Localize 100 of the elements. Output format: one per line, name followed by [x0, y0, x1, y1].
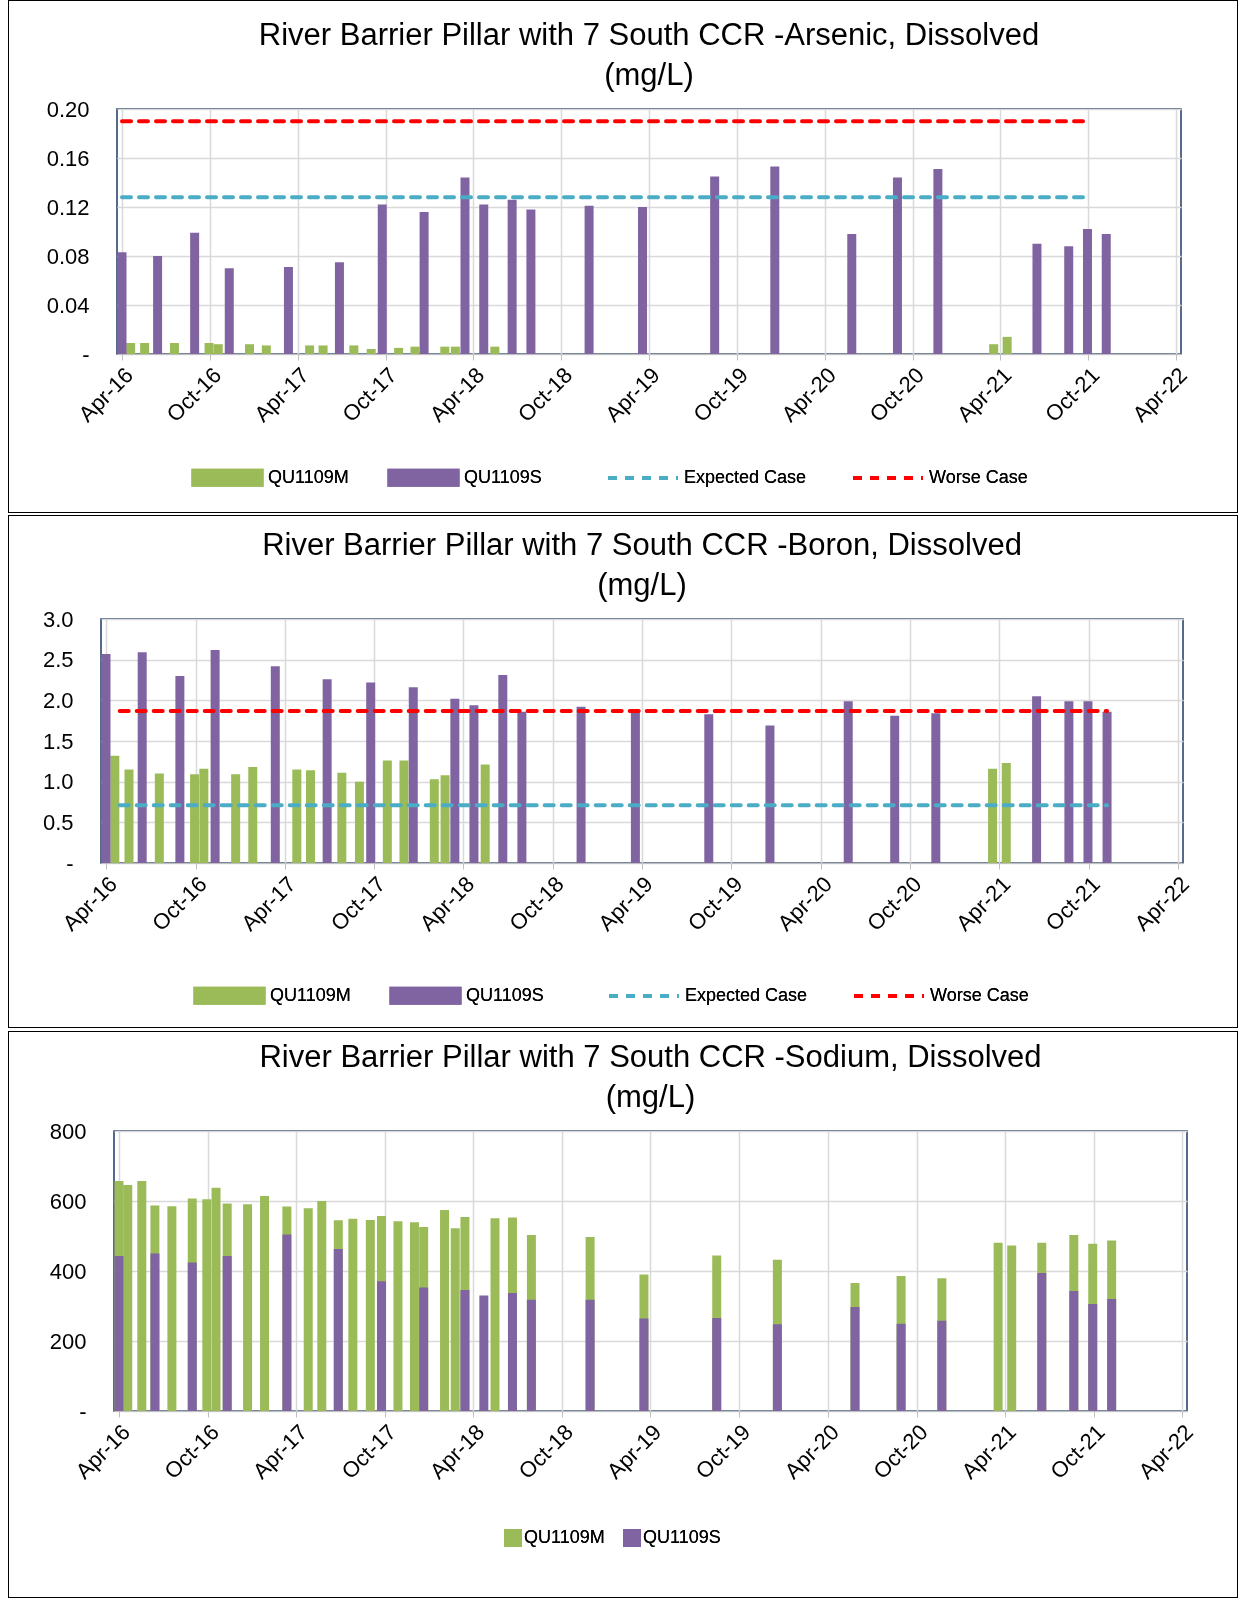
bar	[490, 1218, 500, 1411]
bar	[169, 342, 179, 354]
bar	[440, 346, 450, 354]
bar	[639, 1318, 649, 1411]
bar	[517, 711, 527, 863]
y-tick-label: 600	[49, 1188, 87, 1214]
bar	[419, 1287, 429, 1411]
legend-label: Worse Case	[929, 467, 1028, 487]
bar	[1101, 233, 1111, 354]
y-tick-label: 0.08	[46, 243, 90, 269]
bar	[890, 715, 900, 863]
bar	[305, 345, 315, 354]
bar	[137, 652, 147, 863]
bar	[498, 675, 508, 863]
bar	[317, 1201, 327, 1411]
bar	[292, 769, 302, 863]
chart-title: River Barrier Pillar with 7 South CCR -Arsenic, Dissolved (mg/L)	[258, 17, 1040, 92]
bar	[1069, 1290, 1079, 1411]
bar	[1102, 711, 1112, 863]
y-tick-label: -	[82, 341, 90, 367]
bar	[993, 1242, 1003, 1411]
bar	[349, 345, 359, 354]
y-tick-label: 1.5	[42, 728, 74, 754]
bar	[507, 1293, 517, 1411]
bar	[318, 345, 328, 354]
bar	[429, 779, 439, 863]
y-tick-label: 2.0	[42, 687, 74, 713]
bar	[210, 649, 220, 863]
bar	[419, 211, 429, 354]
chart-title: River Barrier Pillar with 7 South CCR -Sodium, Dissolved (mg/L)	[259, 1039, 1042, 1114]
bar	[140, 342, 150, 354]
y-tick-label: 200	[49, 1328, 87, 1354]
bar	[117, 252, 127, 354]
bar	[843, 701, 853, 863]
bar	[150, 1253, 160, 1411]
bar	[933, 169, 943, 354]
bar	[710, 176, 720, 354]
bar	[175, 675, 185, 863]
chart-title: River Barrier Pillar with 7 South CCR -Boron, Dissolved (mg/L)	[262, 527, 1022, 602]
y-tick-label: 0.20	[46, 96, 90, 122]
bar	[440, 1210, 450, 1411]
y-tick-label: -	[79, 1398, 87, 1424]
bar	[187, 1262, 197, 1411]
bar	[1037, 1273, 1047, 1411]
bar	[1088, 1303, 1098, 1411]
y-tick-label: 400	[49, 1258, 87, 1284]
bar	[394, 347, 404, 354]
bar	[261, 345, 271, 354]
bar	[408, 687, 418, 863]
legend-label: QU1109S	[643, 1527, 721, 1547]
bar	[490, 346, 500, 354]
bar	[630, 710, 640, 863]
bar	[365, 1219, 375, 1411]
bar	[366, 349, 376, 354]
bar	[153, 256, 163, 354]
bar	[393, 1221, 403, 1411]
y-tick-label: -	[66, 850, 74, 876]
bar	[770, 166, 780, 354]
bar	[584, 205, 594, 354]
bar	[306, 770, 316, 863]
bar	[526, 209, 536, 354]
bar	[1064, 246, 1074, 354]
bar	[244, 344, 254, 354]
bar	[772, 1324, 782, 1411]
legend-label: QU1109S	[466, 984, 544, 1005]
bar	[260, 1196, 270, 1411]
bar	[1083, 701, 1093, 863]
bar	[576, 706, 586, 863]
legend-label: Expected Case	[685, 985, 808, 1005]
bar	[989, 344, 999, 354]
bar	[450, 698, 460, 863]
bar	[243, 1204, 253, 1411]
bar	[712, 1317, 722, 1411]
bar	[931, 713, 941, 863]
bar	[270, 666, 280, 863]
bar	[440, 775, 450, 863]
y-tick-label: 1.0	[42, 769, 74, 795]
bar	[101, 653, 111, 863]
bar	[283, 267, 293, 354]
y-tick-label: 0.5	[42, 809, 74, 835]
bar	[190, 232, 200, 354]
bar	[460, 1289, 470, 1411]
bar	[167, 1206, 177, 1411]
bar	[124, 769, 134, 863]
bar	[222, 1255, 232, 1411]
bar	[469, 705, 479, 863]
bar	[154, 773, 164, 863]
legend-label: QU1109S	[464, 466, 542, 487]
legend-label: Worse Case	[930, 985, 1029, 1005]
bar	[460, 177, 470, 354]
bar	[377, 204, 387, 354]
bar	[507, 199, 517, 354]
bar	[137, 1181, 147, 1411]
bar	[114, 1255, 124, 1411]
bar	[847, 233, 857, 354]
y-tick-label: 0.16	[46, 145, 90, 171]
bar	[1107, 1299, 1117, 1411]
bar	[399, 760, 409, 863]
bar	[988, 768, 998, 863]
y-tick-label: 0.12	[46, 194, 90, 220]
